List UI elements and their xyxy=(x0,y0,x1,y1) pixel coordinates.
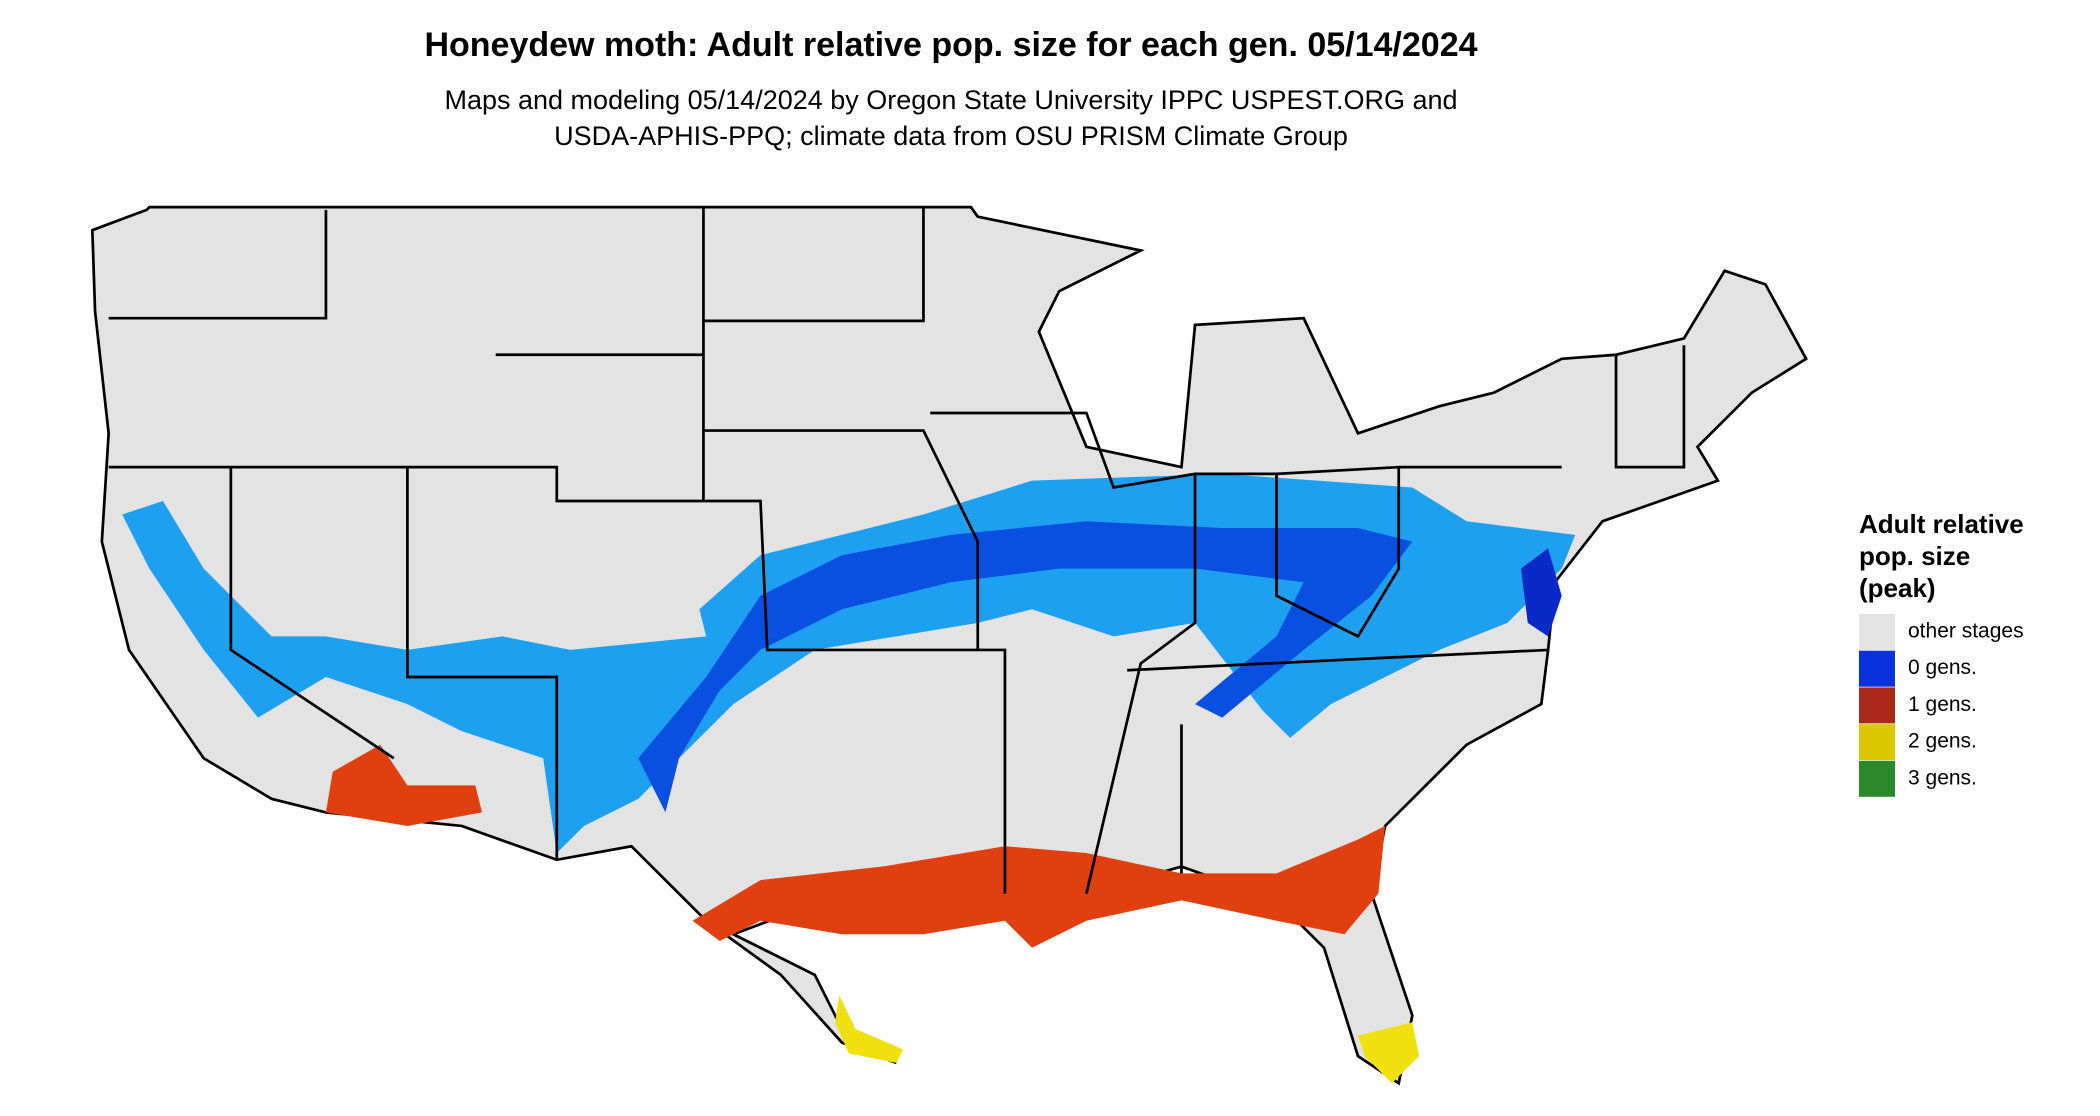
legend-label: 0 gens. xyxy=(1908,656,1977,679)
legend-swatch xyxy=(1859,614,1895,650)
subtitle: Maps and modeling 05/14/2024 by Oregon S… xyxy=(444,85,1457,115)
legend-title: pop. size xyxy=(1859,541,1970,571)
legend-label: 1 gens. xyxy=(1908,693,1977,716)
legend-swatch xyxy=(1859,687,1895,724)
legend-swatch xyxy=(1859,724,1895,761)
map xyxy=(90,205,1808,1086)
state-border xyxy=(703,429,980,650)
state-border xyxy=(703,207,925,323)
legend-label: 2 gens. xyxy=(1908,730,1977,753)
legend-title: (peak) xyxy=(1859,573,1936,603)
legend-label: other stages xyxy=(1908,620,2024,643)
region-0-gens-dark xyxy=(638,521,1413,813)
subtitle: USDA-APHIS-PPQ; climate data from OSU PR… xyxy=(554,121,1348,151)
state-border xyxy=(1085,473,1197,894)
legend-swatch xyxy=(1859,760,1895,797)
region-0-gens-darkest xyxy=(1520,548,1562,637)
state-border xyxy=(406,467,559,860)
region-2-gens-fl xyxy=(1358,1022,1420,1084)
title: Honeydew moth: Adult relative pop. size … xyxy=(424,26,1477,64)
legend-label: 3 gens. xyxy=(1908,766,1977,789)
state-border xyxy=(1127,648,1549,672)
region-1-gen xyxy=(692,825,1386,948)
state-border xyxy=(1614,345,1686,469)
state-border xyxy=(1275,467,1401,639)
state-borders xyxy=(108,207,1686,894)
legend-swatch xyxy=(1859,650,1895,687)
state-border xyxy=(108,465,1007,894)
legend: Adult relative pop. size (peak) other st… xyxy=(1859,509,2024,797)
state-border xyxy=(229,467,395,760)
region-2-gens-tx xyxy=(835,995,904,1063)
legend-title: Adult relative xyxy=(1859,509,2024,539)
state-border xyxy=(108,209,328,320)
region-1-gen-west xyxy=(325,744,483,826)
